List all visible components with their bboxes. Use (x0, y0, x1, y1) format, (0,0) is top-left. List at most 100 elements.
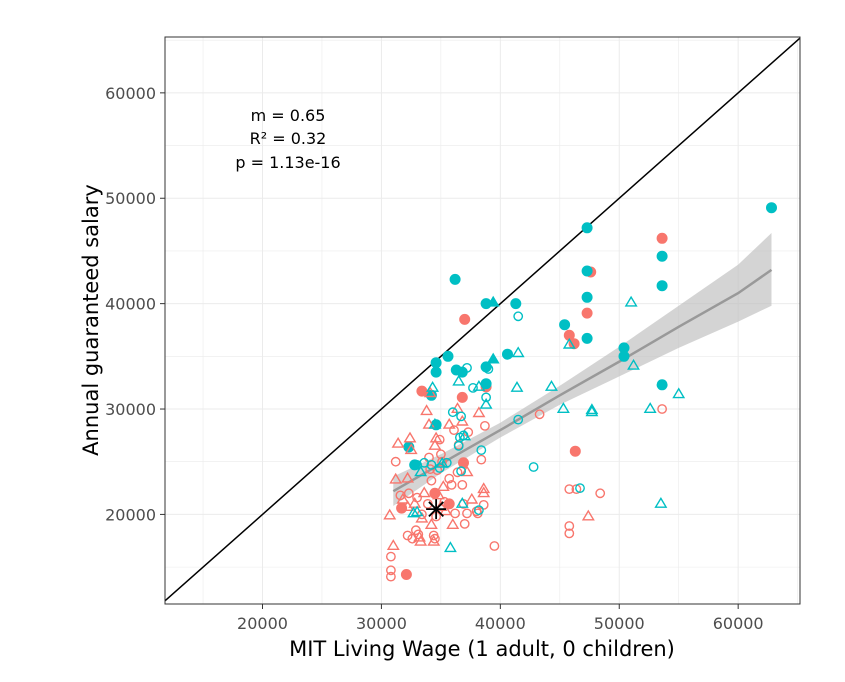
data-point (581, 265, 593, 277)
data-point (559, 319, 571, 331)
data-point (544, 380, 558, 391)
data-point (455, 497, 469, 508)
data-point (385, 551, 396, 562)
data-point (766, 202, 778, 214)
identity-line (164, 37, 801, 602)
data-point (656, 250, 668, 262)
data-point (510, 381, 524, 392)
data-point (534, 409, 545, 420)
identity-line-layer (164, 37, 801, 602)
data-point (476, 454, 487, 465)
x-axis-title: MIT Living Wage (1 adult, 0 children) (289, 637, 675, 661)
data-point (425, 464, 436, 474)
reference-marker-stroke (428, 501, 444, 517)
y-tick-label: 30000 (105, 400, 156, 419)
data-point (480, 361, 492, 373)
data-point (426, 459, 437, 470)
data-point (417, 486, 431, 498)
data-point (510, 298, 522, 310)
data-point (654, 497, 668, 508)
data-point (413, 529, 424, 540)
data-point (502, 348, 514, 360)
data-point (427, 534, 441, 546)
data-point (472, 406, 486, 418)
y-tick-label: 60000 (105, 84, 156, 103)
annotation-r-squared: R² = 0.32 (250, 129, 327, 148)
data-point (656, 280, 668, 292)
data-point (581, 332, 593, 344)
data-point (479, 420, 490, 431)
data-point (672, 387, 686, 399)
data-point (513, 311, 524, 322)
data-point (408, 497, 422, 508)
data-point (465, 492, 479, 504)
data-point (456, 391, 468, 403)
data-point (428, 417, 442, 429)
data-point (483, 364, 494, 374)
data-point (479, 397, 493, 409)
data-point (569, 445, 581, 457)
data-point (477, 486, 491, 498)
y-tick-label: 20000 (105, 505, 156, 524)
data-point (429, 533, 440, 544)
data-points-layer (383, 202, 778, 582)
data-point (423, 386, 437, 398)
data-point (511, 346, 525, 358)
data-point (435, 456, 449, 468)
data-point (528, 462, 539, 472)
data-point (410, 505, 424, 517)
series-teal-filled-triangle (486, 295, 500, 364)
data-point (403, 488, 414, 499)
data-point (426, 381, 440, 392)
data-point (462, 362, 472, 373)
data-point (480, 378, 492, 390)
data-point (457, 479, 468, 490)
data-point (412, 459, 422, 470)
data-point (585, 403, 599, 415)
data-point (456, 411, 466, 422)
data-point (396, 492, 410, 504)
data-point (434, 434, 445, 445)
data-point (444, 473, 455, 484)
data-point (401, 471, 415, 483)
data-point (564, 484, 575, 494)
data-point (432, 488, 445, 500)
data-point (443, 498, 455, 510)
data-point (442, 350, 454, 362)
data-point (618, 350, 630, 362)
data-point (446, 518, 460, 529)
data-point (556, 402, 570, 413)
data-point (478, 499, 489, 510)
data-point (489, 541, 500, 551)
y-tick-label: 40000 (105, 295, 156, 314)
data-point (627, 358, 640, 370)
data-point (456, 466, 466, 477)
data-point (428, 439, 442, 450)
annotation-p-value: p = 1.13e-16 (235, 153, 340, 172)
data-point (575, 483, 585, 493)
data-point (407, 506, 421, 518)
data-point (403, 431, 417, 443)
data-point (656, 379, 668, 391)
data-point (430, 366, 442, 378)
x-axis-ticks: 20000 30000 40000 50000 60000 (237, 604, 764, 633)
data-point (581, 509, 595, 521)
x-tick-label: 30000 (356, 614, 407, 633)
x-tick-label: 40000 (475, 614, 526, 633)
data-point (472, 380, 486, 391)
data-point (385, 565, 396, 576)
data-point (446, 479, 457, 490)
data-point (459, 519, 470, 529)
data-point (436, 480, 450, 491)
data-point (581, 291, 593, 303)
data-point (391, 436, 405, 448)
data-point (513, 414, 524, 425)
data-point (385, 571, 396, 582)
data-point (459, 313, 471, 325)
series-red-open-triangle (383, 386, 595, 550)
data-point (420, 404, 434, 416)
data-point (585, 405, 599, 417)
data-point (486, 352, 500, 364)
data-point (468, 382, 478, 393)
data-point (439, 504, 453, 516)
